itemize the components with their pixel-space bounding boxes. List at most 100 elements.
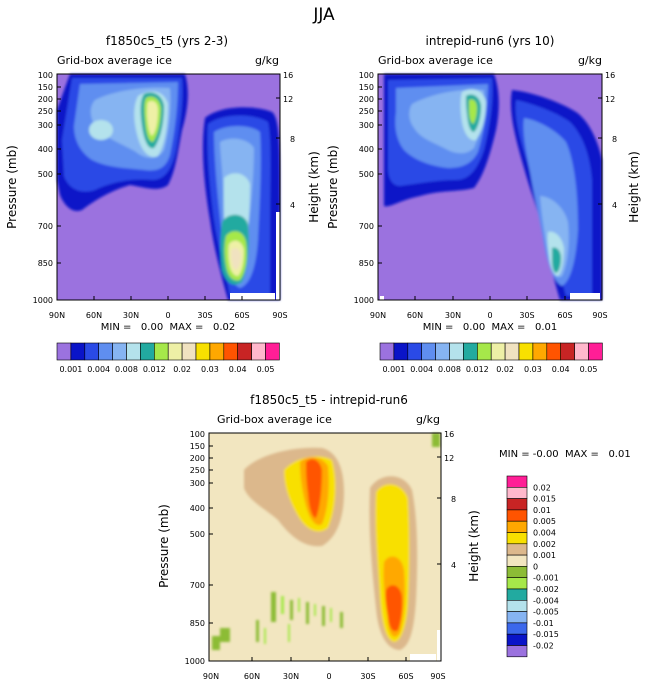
pressure-tick: 200 — [38, 95, 53, 104]
pressure-tick: 150 — [190, 442, 205, 451]
colorbar-label: 0.015 — [533, 495, 556, 504]
lat-tick: 0 — [165, 311, 170, 320]
colorbar-label: 0.05 — [580, 365, 598, 374]
colorbar-swatch — [588, 342, 603, 361]
panel-1-contour-field — [56, 73, 281, 301]
height-tick: 12 — [605, 95, 615, 104]
colorbar-swatch — [506, 645, 528, 658]
lat-tick: 90S — [430, 672, 445, 681]
colorbar-label: 0.001 — [382, 365, 405, 374]
panel-1-ylabel: Pressure (mb) — [5, 145, 19, 229]
colorbar-label: -0.005 — [533, 608, 559, 617]
colorbar-swatch — [98, 342, 113, 361]
colorbar-swatch — [84, 342, 100, 361]
lat-tick: 30S — [519, 311, 534, 320]
panel-3-stats: MIN = -0.00 MAX = 0.01 — [499, 449, 631, 460]
colorbar-swatch — [421, 342, 436, 361]
pressure-tick: 400 — [38, 145, 53, 154]
pressure-tick: 500 — [190, 530, 205, 539]
panel-3-right-axis: 16 12 8 4 — [437, 430, 456, 570]
colorbar-swatch — [574, 342, 589, 361]
colorbar-label: 0.004 — [533, 529, 556, 538]
colorbar-swatch — [223, 342, 239, 361]
panel-2-y2label: Height (km) — [627, 151, 641, 222]
height-tick: 4 — [290, 201, 295, 210]
panel-3-y2label: Height (km) — [467, 510, 481, 581]
pressure-tick: 700 — [38, 222, 53, 231]
panel-2-contour-field — [377, 73, 603, 301]
colorbar-label: -0.001 — [533, 574, 559, 583]
pressure-tick: 300 — [359, 121, 374, 130]
pressure-tick: 150 — [359, 83, 374, 92]
colorbar-label: 0.02 — [173, 365, 191, 374]
pressure-tick: 250 — [359, 107, 374, 116]
colorbar-label: 0.05 — [257, 365, 275, 374]
panel-3-contour-field — [208, 432, 442, 662]
panel-2: intrepid-run6 (yrs 10) Grid-box average … — [326, 34, 641, 374]
colorbar-swatch — [463, 342, 478, 361]
colorbar-label: 0.02 — [533, 483, 551, 492]
pressure-tick: 300 — [38, 121, 53, 130]
lat-tick: 0 — [326, 672, 331, 681]
colorbar-swatch — [506, 588, 528, 601]
panel-2-field-label: Grid-box average ice — [378, 54, 493, 67]
lat-tick: 90S — [272, 311, 287, 320]
pressure-tick: 1000 — [33, 296, 53, 305]
panel-3-title: f1850c5_t5 - intrepid-run6 — [250, 393, 408, 407]
colorbar-swatch — [265, 342, 280, 361]
panel-2-bottom-axis: 90N 60N 30N 0 30S 60S 90S — [370, 296, 608, 320]
colorbar-label: 0.008 — [438, 365, 461, 374]
height-tick: 12 — [283, 95, 293, 104]
panel-3-units: g/kg — [416, 413, 440, 426]
colorbar-label: 0.04 — [552, 365, 570, 374]
panel-3-bottom-axis: 90N 60N 30N 0 30S 60S 90S — [203, 657, 446, 681]
colorbar-label: 0.008 — [115, 365, 138, 374]
colorbar-swatch — [112, 342, 127, 361]
colorbar-swatch — [506, 498, 528, 511]
colorbar-swatch — [449, 342, 464, 361]
height-tick: 16 — [444, 430, 454, 439]
colorbar-swatch — [532, 342, 548, 361]
pressure-tick: 400 — [190, 504, 205, 513]
panel-3-ylabel: Pressure (mb) — [157, 504, 171, 588]
panel-2-right-axis: 16 12 8 4 — [598, 71, 617, 210]
colorbar-swatch — [435, 342, 450, 361]
height-tick: 8 — [612, 135, 617, 144]
colorbar-swatch — [506, 633, 528, 646]
colorbar-swatch — [476, 342, 492, 361]
colorbar-swatch — [140, 342, 155, 361]
colorbar-label: 0.01 — [533, 506, 551, 515]
pressure-tick: 1000 — [185, 657, 205, 666]
colorbar-label: 0.002 — [533, 540, 556, 549]
lat-tick: 60N — [244, 672, 260, 681]
lat-tick: 30S — [197, 311, 212, 320]
height-tick: 12 — [444, 454, 454, 463]
pressure-tick: 400 — [359, 145, 374, 154]
pressure-tick: 200 — [359, 95, 374, 104]
pressure-tick: 300 — [190, 479, 205, 488]
colorbar-swatch — [506, 566, 528, 579]
colorbar-swatch — [379, 342, 395, 361]
lat-tick: 30S — [360, 672, 375, 681]
height-tick: 16 — [283, 71, 293, 80]
lat-tick: 0 — [487, 311, 492, 320]
colorbar-swatch — [251, 342, 266, 361]
colorbar-label: 0.012 — [466, 365, 489, 374]
pressure-tick: 500 — [38, 170, 53, 179]
colorbar-swatch — [56, 342, 72, 361]
colorbar-swatch — [393, 342, 409, 361]
pressure-tick: 100 — [190, 430, 205, 439]
colorbar-label: 0.004 — [410, 365, 433, 374]
panel-3-colorbar: 0.02 0.015 0.01 0.005 0.004 0.002 0.001 0 -0.001… — [506, 475, 559, 658]
lat-tick: 60S — [234, 311, 249, 320]
panel-2-stats: MIN = 0.00 MAX = 0.01 — [423, 322, 557, 333]
colorbar-label: 0.005 — [533, 517, 556, 526]
pressure-tick: 700 — [359, 222, 374, 231]
panel-1: f1850c5_t5 (yrs 2-3) Grid-box average ic… — [5, 34, 321, 374]
pressure-tick: 150 — [38, 83, 53, 92]
colorbar-label: -0.002 — [533, 585, 559, 594]
colorbar-label: 0.03 — [524, 365, 542, 374]
colorbar-swatch — [506, 486, 528, 499]
colorbar-swatch — [506, 577, 528, 590]
